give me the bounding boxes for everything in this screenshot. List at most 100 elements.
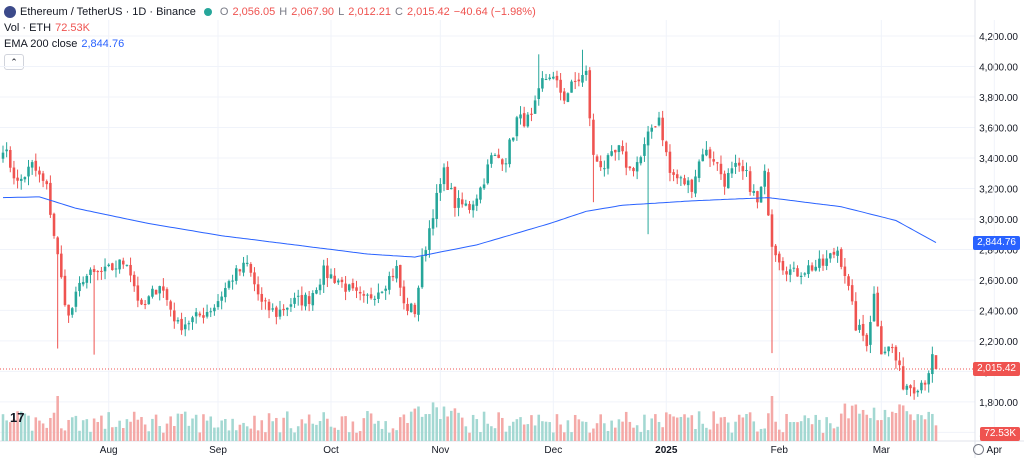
candle-body xyxy=(267,301,271,311)
volume-bar xyxy=(81,420,85,441)
candle-body xyxy=(843,266,847,277)
y-tick-label: 1,800.00 xyxy=(979,398,1018,409)
x-tick-label: Dec xyxy=(544,445,562,456)
volume-bar xyxy=(38,420,41,441)
candle-body xyxy=(898,360,901,366)
candle-body xyxy=(614,149,617,153)
candle-body xyxy=(697,161,701,178)
candle-body xyxy=(373,298,377,300)
symbol-title[interactable]: Ethereum / TetherUS · 1D · Binance xyxy=(20,6,196,18)
candle-body xyxy=(741,166,745,172)
candle-body xyxy=(1,152,5,159)
candle-body xyxy=(686,180,690,186)
candle-body xyxy=(92,268,96,273)
candle-body xyxy=(880,326,883,355)
candle-body xyxy=(300,295,304,306)
candle-body xyxy=(610,151,613,156)
candle-body xyxy=(719,163,723,175)
volume-bar xyxy=(388,432,391,441)
candle-body xyxy=(67,304,70,316)
candle-body xyxy=(770,214,774,247)
candle-body xyxy=(224,288,227,298)
volume-bar xyxy=(60,428,63,441)
volume-bar xyxy=(595,423,599,441)
candle-body xyxy=(340,279,344,283)
volume-bar xyxy=(118,420,121,441)
candle-body xyxy=(829,253,832,259)
volume-bar xyxy=(843,403,847,441)
candle-body xyxy=(395,265,398,279)
ema-row[interactable]: EMA 200 close 2,844.76 xyxy=(4,36,536,52)
candle-body xyxy=(183,324,187,330)
ema-label: EMA 200 close xyxy=(4,38,78,50)
volume-bar xyxy=(490,426,493,441)
volume-bar xyxy=(486,423,489,441)
candle-body xyxy=(701,154,705,162)
volume-bar xyxy=(446,416,449,441)
volume-bar xyxy=(767,413,770,441)
volume-bar xyxy=(92,418,96,441)
candle-body xyxy=(140,299,143,305)
volume-bar xyxy=(675,417,679,441)
candle-body xyxy=(118,259,121,270)
volume-bar xyxy=(369,413,373,441)
candle-body xyxy=(194,312,198,317)
tradingview-logo[interactable]: 17 xyxy=(10,410,25,425)
volume-bar xyxy=(147,431,151,441)
candle-body xyxy=(482,184,486,189)
volume-bar xyxy=(245,426,249,441)
candle-body xyxy=(861,323,865,336)
volume-bar xyxy=(716,423,719,441)
volume-bar xyxy=(912,420,916,441)
candle-body xyxy=(417,287,420,315)
volume-bar xyxy=(734,421,737,441)
candle-body xyxy=(234,268,238,281)
candle-body xyxy=(756,191,759,203)
volume-bar xyxy=(592,428,595,441)
candle-body xyxy=(431,218,435,229)
volume-row[interactable]: Vol · ETH 72.53K xyxy=(4,20,536,36)
y-tick-label: 2,600.00 xyxy=(979,276,1018,287)
candle-body xyxy=(785,271,788,275)
candle-body xyxy=(162,286,165,291)
volume-bar xyxy=(304,423,307,441)
volume-bar xyxy=(785,413,788,441)
candle-body xyxy=(705,149,708,156)
volume-bar xyxy=(311,423,315,441)
volume-bar xyxy=(712,411,715,441)
volume-bar xyxy=(515,419,519,441)
volume-bar xyxy=(1,414,5,441)
volume-bar xyxy=(876,420,879,441)
candle-body xyxy=(643,144,646,156)
candle-body xyxy=(872,293,876,322)
candle-body xyxy=(814,266,818,271)
volume-bar xyxy=(326,418,329,441)
high-label: H xyxy=(279,6,288,18)
candle-body xyxy=(869,322,872,345)
collapse-legend-button[interactable]: ⌃ xyxy=(4,54,24,70)
volume-bar xyxy=(428,414,431,441)
candle-body xyxy=(205,312,209,317)
candle-body xyxy=(617,145,621,153)
volume-bar xyxy=(253,415,256,441)
volume-bar xyxy=(610,420,613,441)
candle-body xyxy=(253,272,256,285)
volume-bar xyxy=(439,418,442,441)
gear-icon[interactable] xyxy=(973,444,984,455)
volume-bar xyxy=(603,423,606,441)
candle-body xyxy=(74,291,78,307)
candle-body xyxy=(832,251,836,255)
volume-bar xyxy=(132,411,136,441)
volume-bar xyxy=(267,413,271,441)
volume-bar xyxy=(818,419,821,441)
volume-bar xyxy=(756,431,759,441)
candle-body xyxy=(577,79,581,82)
x-tick-label: 2025 xyxy=(655,445,678,456)
volume-bar xyxy=(417,406,420,441)
volume-bar xyxy=(847,418,850,441)
candle-body xyxy=(504,163,508,165)
volume-bar xyxy=(242,422,245,441)
candle-body xyxy=(916,390,920,393)
volume-bar xyxy=(821,432,825,441)
